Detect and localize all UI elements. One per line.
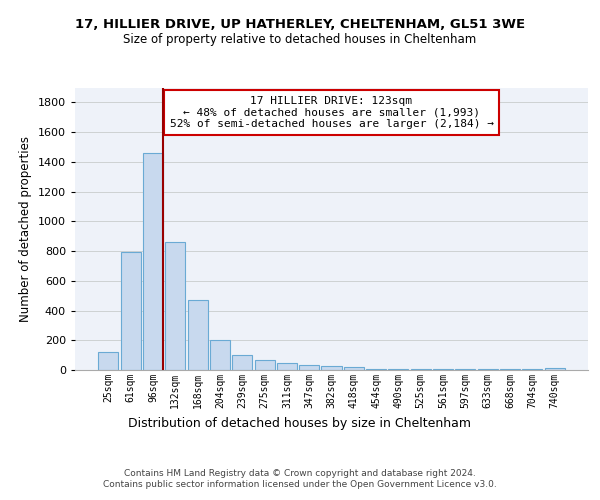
Bar xyxy=(277,362,297,370)
Text: Distribution of detached houses by size in Cheltenham: Distribution of detached houses by size … xyxy=(128,418,472,430)
Bar xyxy=(366,368,386,370)
Bar xyxy=(121,252,141,370)
Text: Contains public sector information licensed under the Open Government Licence v3: Contains public sector information licen… xyxy=(103,480,497,489)
Bar xyxy=(98,352,118,370)
Text: 17, HILLIER DRIVE, UP HATHERLEY, CHELTENHAM, GL51 3WE: 17, HILLIER DRIVE, UP HATHERLEY, CHELTEN… xyxy=(75,18,525,30)
Y-axis label: Number of detached properties: Number of detached properties xyxy=(19,136,32,322)
Text: 17 HILLIER DRIVE: 123sqm
← 48% of detached houses are smaller (1,993)
52% of sem: 17 HILLIER DRIVE: 123sqm ← 48% of detach… xyxy=(170,96,493,129)
Bar xyxy=(165,242,185,370)
Bar xyxy=(210,340,230,370)
Bar xyxy=(232,355,252,370)
Text: Contains HM Land Registry data © Crown copyright and database right 2024.: Contains HM Land Registry data © Crown c… xyxy=(124,469,476,478)
Bar xyxy=(545,368,565,370)
Bar xyxy=(188,300,208,370)
Bar xyxy=(254,360,275,370)
Bar xyxy=(299,365,319,370)
Bar xyxy=(322,366,341,370)
Bar xyxy=(143,153,163,370)
Bar xyxy=(344,367,364,370)
Text: Size of property relative to detached houses in Cheltenham: Size of property relative to detached ho… xyxy=(124,32,476,46)
